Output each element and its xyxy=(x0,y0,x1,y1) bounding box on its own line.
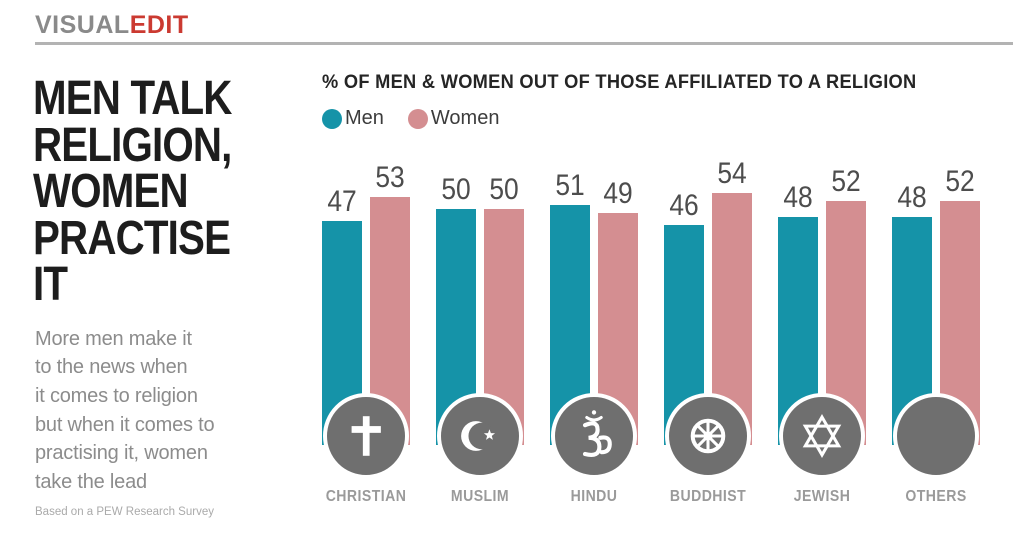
category-label-christian: CHRISTIAN xyxy=(325,488,407,505)
left-panel: MEN TALK RELIGION, WOMEN PRACTISE IT Mor… xyxy=(33,72,305,535)
legend: Men Women xyxy=(322,107,1012,130)
chart-panel: % OF MEN & WOMEN OUT OF THOSE AFFILIATED… xyxy=(322,72,1012,535)
headline: MEN TALK RELIGION, WOMEN PRACTISE IT xyxy=(33,72,232,312)
value-label-women-jewish: 52 xyxy=(831,165,861,198)
value-label-men-jewish: 48 xyxy=(783,181,813,214)
brand: VISUALEDIT xyxy=(35,13,1013,38)
religion-group-jewish: 48 52 JEWISH xyxy=(778,140,866,535)
dharma-wheel-icon xyxy=(665,393,751,479)
religion-group-muslim: 50 50 MUSLIM xyxy=(436,140,524,535)
crescent-star-icon xyxy=(437,393,523,479)
religion-group-hindu: 51 49 HINDU xyxy=(550,140,638,535)
legend-dot-men xyxy=(322,108,342,129)
brand-visual: VISUAL xyxy=(35,11,130,39)
value-label-women-hindu: 49 xyxy=(603,177,633,210)
category-label-muslim: MUSLIM xyxy=(450,488,510,505)
value-label-women-others: 52 xyxy=(945,165,975,198)
category-label-others: OTHERS xyxy=(905,488,967,505)
legend-item-men: Men xyxy=(322,107,384,130)
religion-group-buddhist: 46 54 BUDDHIST xyxy=(664,140,752,535)
om-icon xyxy=(551,393,637,479)
value-label-men-others: 48 xyxy=(897,181,927,214)
religion-group-christian: 47 53 CHRISTIAN xyxy=(322,140,410,535)
bar-chart: 47 53 CHRISTIAN 50 50 MUSLIM 51 49 HINDU 46 54 BUDD… xyxy=(322,140,980,535)
value-label-men-hindu: 51 xyxy=(555,169,585,202)
masthead: VISUALEDIT xyxy=(35,13,1013,45)
bar-men-buddhist: 46 xyxy=(664,191,704,445)
value-label-men-muslim: 50 xyxy=(441,173,471,206)
source-note: Based on a PEW Research Survey xyxy=(35,506,214,518)
chart-title: % OF MEN & WOMEN OUT OF THOSE AFFILIATED… xyxy=(322,72,917,93)
plain-circle-icon xyxy=(893,393,979,479)
description: More men make it to the news when it com… xyxy=(35,327,215,493)
value-label-women-muslim: 50 xyxy=(489,173,519,206)
star-of-david-icon xyxy=(779,393,865,479)
category-label-buddhist: BUDDHIST xyxy=(669,488,747,505)
masthead-rule xyxy=(35,42,1013,45)
legend-item-women: Women xyxy=(407,107,500,130)
religion-group-others: 48 52 OTHERS xyxy=(892,140,980,535)
legend-dot-women xyxy=(407,108,428,129)
value-label-women-christian: 53 xyxy=(375,161,405,194)
cross-icon xyxy=(323,393,409,479)
legend-label-women: Women xyxy=(430,107,500,129)
value-label-men-christian: 47 xyxy=(327,185,357,218)
value-label-men-buddhist: 46 xyxy=(669,189,699,222)
value-label-women-buddhist: 54 xyxy=(717,157,747,190)
category-label-hindu: HINDU xyxy=(570,488,618,505)
legend-label-men: Men xyxy=(345,107,384,129)
brand-edit: EDIT xyxy=(129,11,189,39)
category-label-jewish: JEWISH xyxy=(793,488,851,505)
